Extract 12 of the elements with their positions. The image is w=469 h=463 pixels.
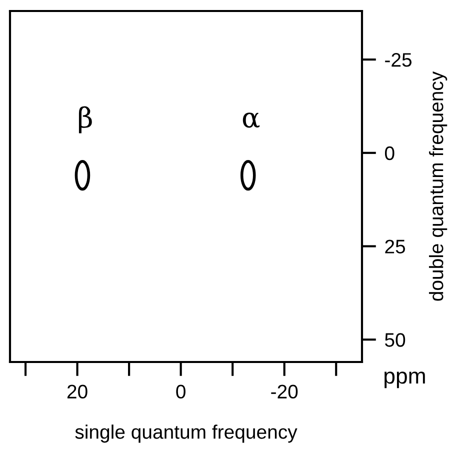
annotation: β: [78, 106, 92, 134]
y-tick-label: 50: [385, 333, 406, 347]
y-tick-label: -25: [385, 53, 412, 67]
x-tick-label: 20: [67, 384, 88, 399]
x-tick-label: -20: [271, 384, 298, 399]
y-tick-label: 25: [385, 240, 406, 254]
y-axis-title: double quantum frequency: [428, 71, 448, 301]
y-tick-label: 0: [384, 146, 394, 160]
annotation: α: [242, 112, 260, 128]
x-tick-label: 0: [176, 384, 186, 399]
x-axis-title: single quantum frequency: [75, 424, 298, 443]
text: ppm: [384, 372, 425, 388]
